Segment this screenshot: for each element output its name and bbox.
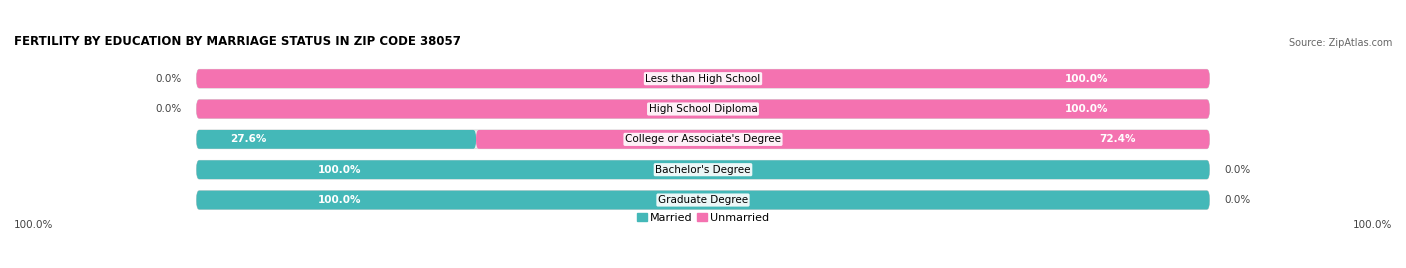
Text: 0.0%: 0.0% (155, 74, 181, 84)
FancyBboxPatch shape (197, 130, 1209, 149)
Text: College or Associate's Degree: College or Associate's Degree (626, 134, 780, 144)
Text: 0.0%: 0.0% (1225, 165, 1251, 175)
Legend: Married, Unmarried: Married, Unmarried (633, 208, 773, 227)
Text: 100.0%: 100.0% (1064, 104, 1108, 114)
Text: High School Diploma: High School Diploma (648, 104, 758, 114)
Text: 100.0%: 100.0% (1353, 220, 1392, 230)
Text: Source: ZipAtlas.com: Source: ZipAtlas.com (1288, 38, 1392, 48)
Text: 100.0%: 100.0% (318, 165, 361, 175)
Text: 0.0%: 0.0% (1225, 195, 1251, 205)
Text: 100.0%: 100.0% (14, 220, 53, 230)
Text: 27.6%: 27.6% (231, 134, 266, 144)
FancyBboxPatch shape (197, 69, 1209, 88)
FancyBboxPatch shape (477, 130, 1209, 149)
FancyBboxPatch shape (197, 69, 1209, 88)
Text: 72.4%: 72.4% (1099, 134, 1136, 144)
FancyBboxPatch shape (197, 100, 1209, 118)
Text: Graduate Degree: Graduate Degree (658, 195, 748, 205)
Text: 100.0%: 100.0% (318, 195, 361, 205)
Text: 0.0%: 0.0% (155, 104, 181, 114)
FancyBboxPatch shape (197, 191, 1209, 210)
Text: 100.0%: 100.0% (1064, 74, 1108, 84)
Text: Less than High School: Less than High School (645, 74, 761, 84)
Text: FERTILITY BY EDUCATION BY MARRIAGE STATUS IN ZIP CODE 38057: FERTILITY BY EDUCATION BY MARRIAGE STATU… (14, 35, 461, 48)
FancyBboxPatch shape (197, 130, 477, 149)
FancyBboxPatch shape (197, 191, 1209, 210)
FancyBboxPatch shape (197, 160, 1209, 179)
FancyBboxPatch shape (197, 100, 1209, 118)
FancyBboxPatch shape (197, 160, 1209, 179)
Text: Bachelor's Degree: Bachelor's Degree (655, 165, 751, 175)
